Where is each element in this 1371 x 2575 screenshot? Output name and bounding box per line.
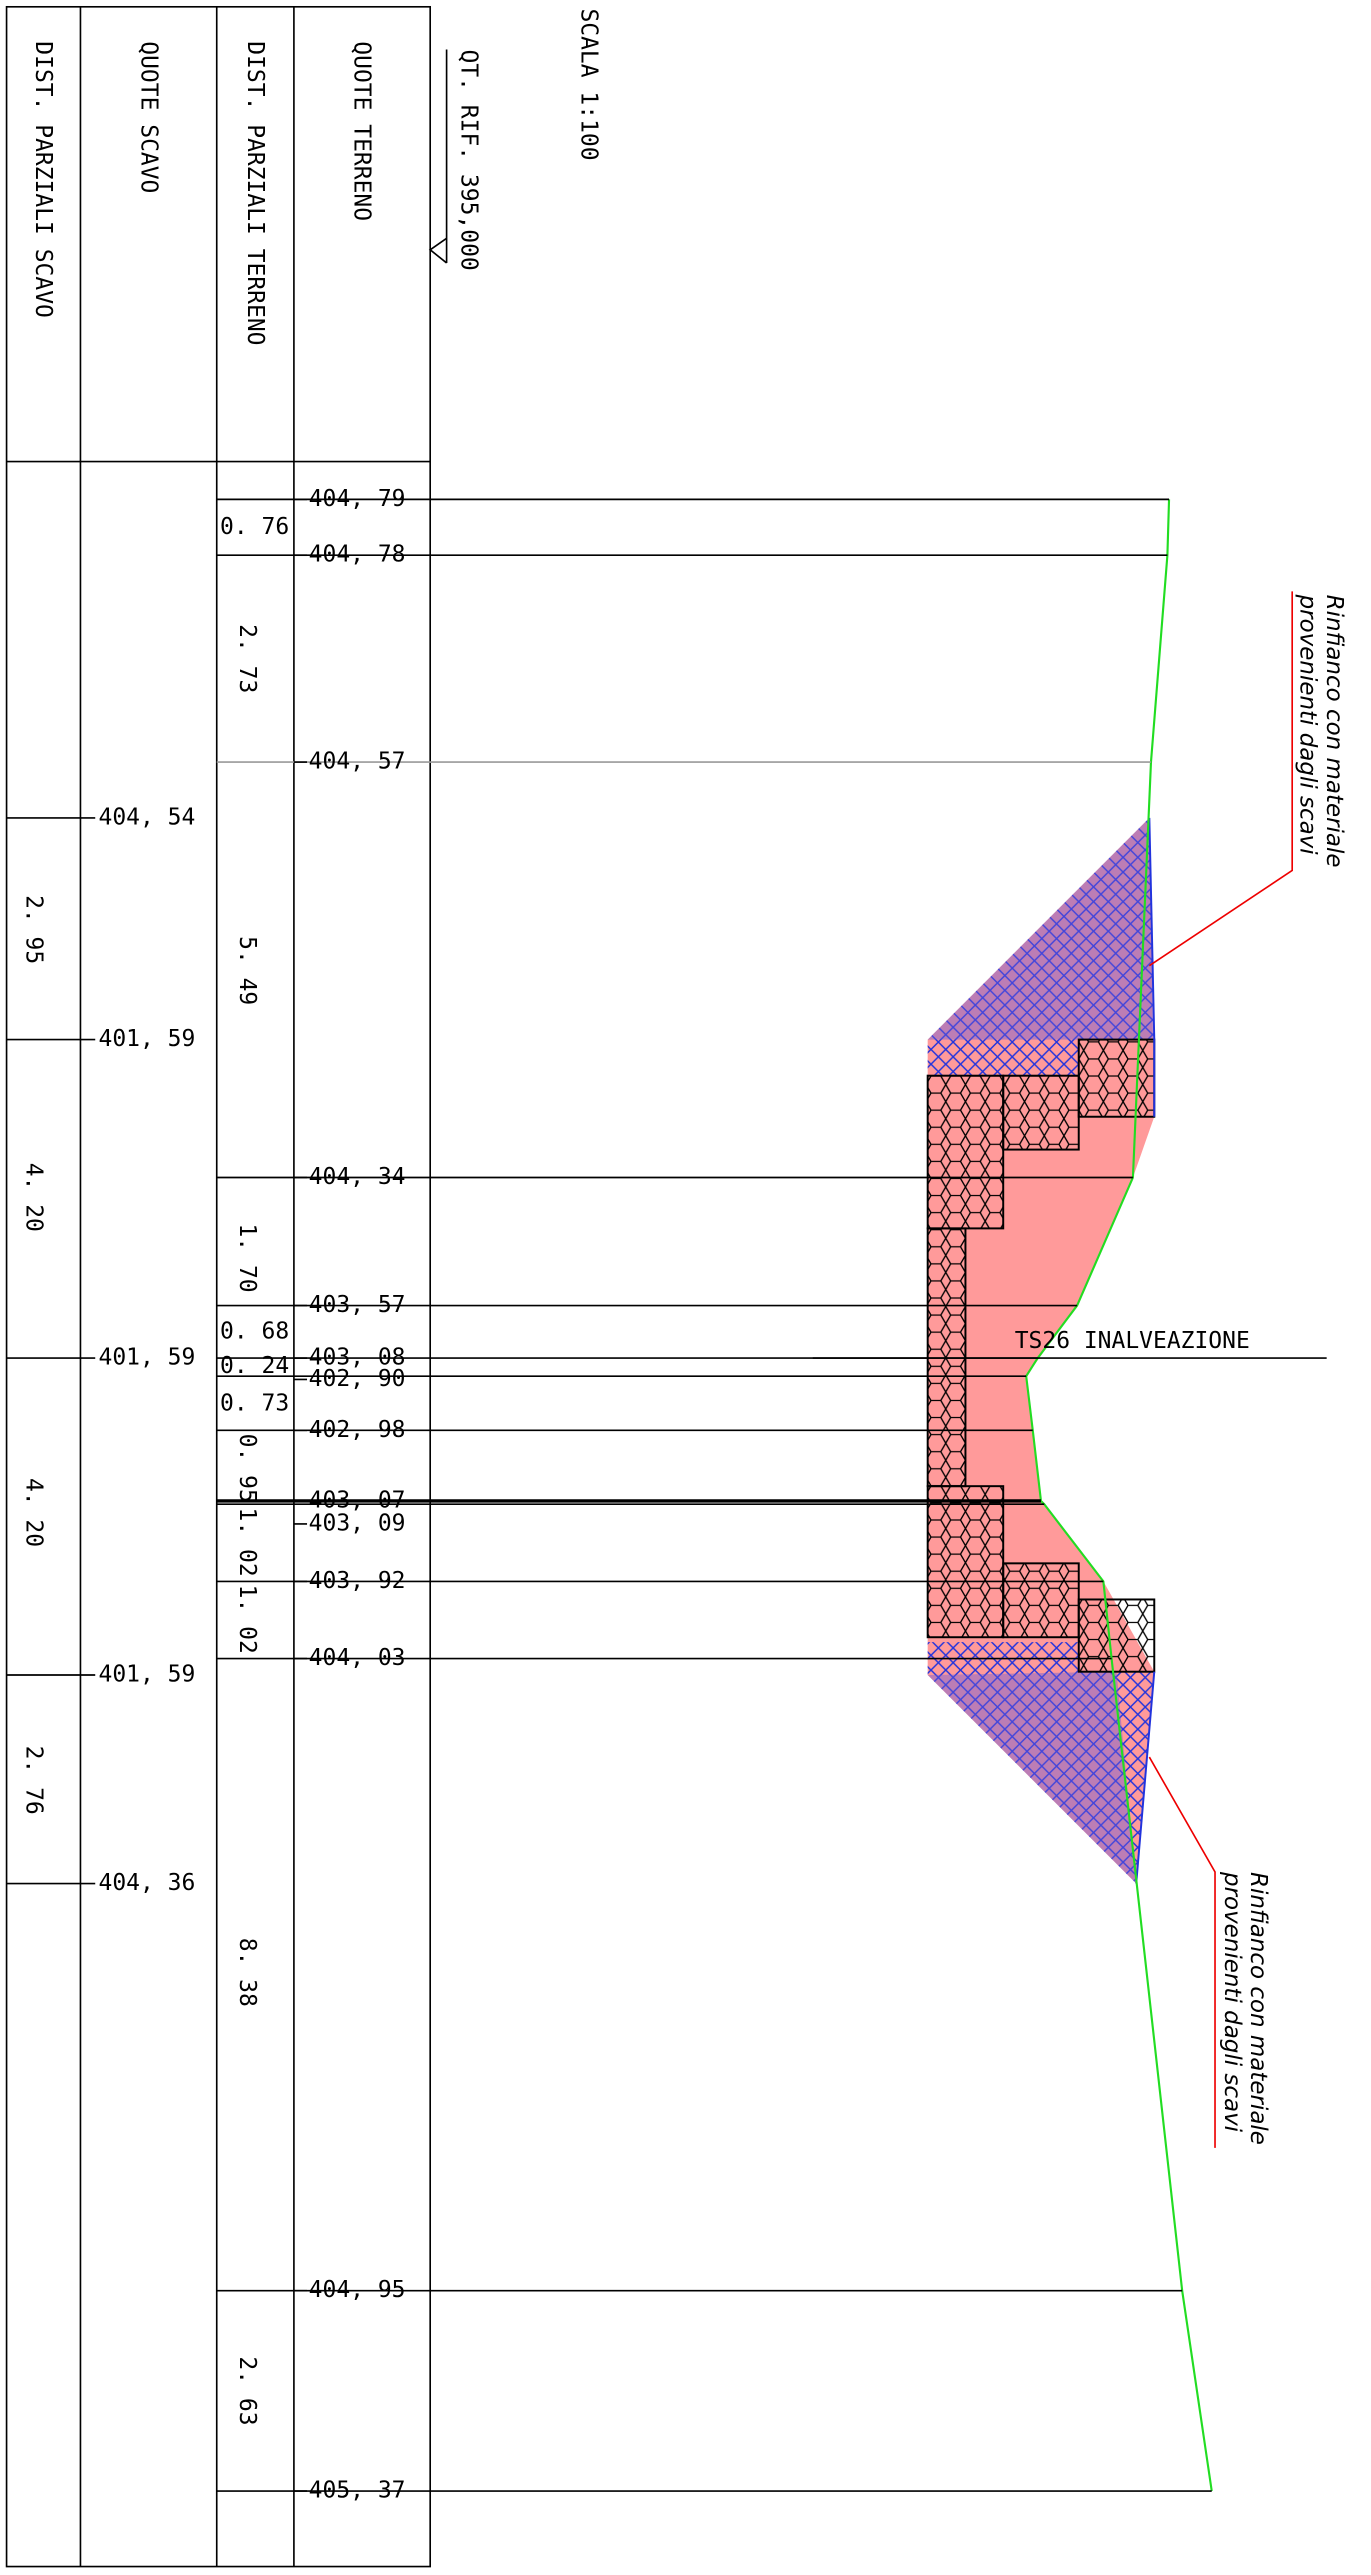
- fill-tint: [927, 1671, 1137, 1884]
- row-label: DIST. PARZIALI TERRENO: [242, 41, 268, 345]
- reference-label: QT. RIF. 395,000: [455, 49, 481, 270]
- ground-distance: 0. 95: [234, 1434, 260, 1503]
- ground-elevation: 404, 57: [309, 749, 406, 775]
- ground-distance: 1. 02: [234, 1508, 260, 1577]
- row-label: QUOTE TERRENO: [349, 41, 375, 221]
- ground-elevation: 403, 92: [309, 1568, 406, 1594]
- ground-distance: 8. 38: [234, 1938, 260, 2007]
- ground-elevation: 402, 90: [309, 1366, 406, 1392]
- ground-distance: 5. 49: [234, 936, 260, 1005]
- ground-distance: 1. 02: [234, 1585, 260, 1654]
- ground-elevation: 404, 95: [309, 2277, 406, 2303]
- ground-elevation: 404, 34: [309, 1164, 406, 1190]
- section: [812, 499, 1327, 2492]
- excavation-distance: 4. 20: [20, 1163, 46, 1232]
- excavation-elevation: 401, 59: [99, 1345, 196, 1371]
- ground-distance: 0. 76: [220, 514, 289, 540]
- ground-distance: 0. 24: [220, 1353, 289, 1379]
- excavation-distance: 4. 20: [20, 1478, 46, 1547]
- ground-elevation: 402, 98: [309, 1417, 406, 1443]
- excavation-distance: 2. 95: [20, 895, 46, 964]
- excavation-elevation: 401, 59: [99, 1661, 196, 1687]
- ground-elevation: 404, 78: [309, 542, 406, 568]
- excavation-elevation: 404, 36: [99, 1870, 196, 1896]
- ground-elevation: 403, 09: [309, 1510, 406, 1536]
- annotation: Rinfianco con materiale: [1245, 1872, 1271, 2145]
- fill-tint: [927, 817, 1155, 1040]
- annotation: provenienti dagli scavi: [1219, 1871, 1245, 2133]
- ground-distance: 2. 73: [234, 624, 260, 693]
- annotation: provenienti dagli scavi: [1294, 594, 1320, 856]
- ground-distance: 2. 63: [234, 2356, 260, 2425]
- ground-distance: 1. 70: [234, 1223, 260, 1292]
- ground-distance: 0. 68: [220, 1318, 289, 1344]
- table-frame: [5, 5, 432, 2568]
- excavation-elevation: 404, 54: [99, 804, 196, 830]
- ground-line: [1025, 499, 1213, 2492]
- scale-label: SCALA 1:100: [575, 8, 601, 160]
- row-label: QUOTE SCAVO: [135, 41, 161, 193]
- fill-hatch: [927, 817, 1155, 1076]
- ground-elevation: 404, 79: [309, 486, 406, 512]
- excavation-distance: 2. 76: [20, 1746, 46, 1815]
- excavation-elevation: 401, 59: [99, 1026, 196, 1052]
- ground-elevation: 404, 03: [309, 1645, 406, 1671]
- annotation: Rinfianco con materiale: [1321, 595, 1347, 868]
- reference-marker: [428, 49, 448, 264]
- ground-elevation: 405, 37: [309, 2478, 406, 2504]
- fill-hatch: [927, 1642, 1155, 1884]
- ground-distance: 0. 73: [220, 1391, 289, 1417]
- section-label: TS26 INALVEAZIONE: [1015, 1328, 1250, 1354]
- row-label: DIST. PARZIALI SCAVO: [30, 41, 56, 318]
- ground-elevation: 403, 08: [309, 1345, 406, 1371]
- ground-elevation: 403, 07: [309, 1487, 406, 1513]
- ground-elevation: 403, 57: [309, 1292, 406, 1318]
